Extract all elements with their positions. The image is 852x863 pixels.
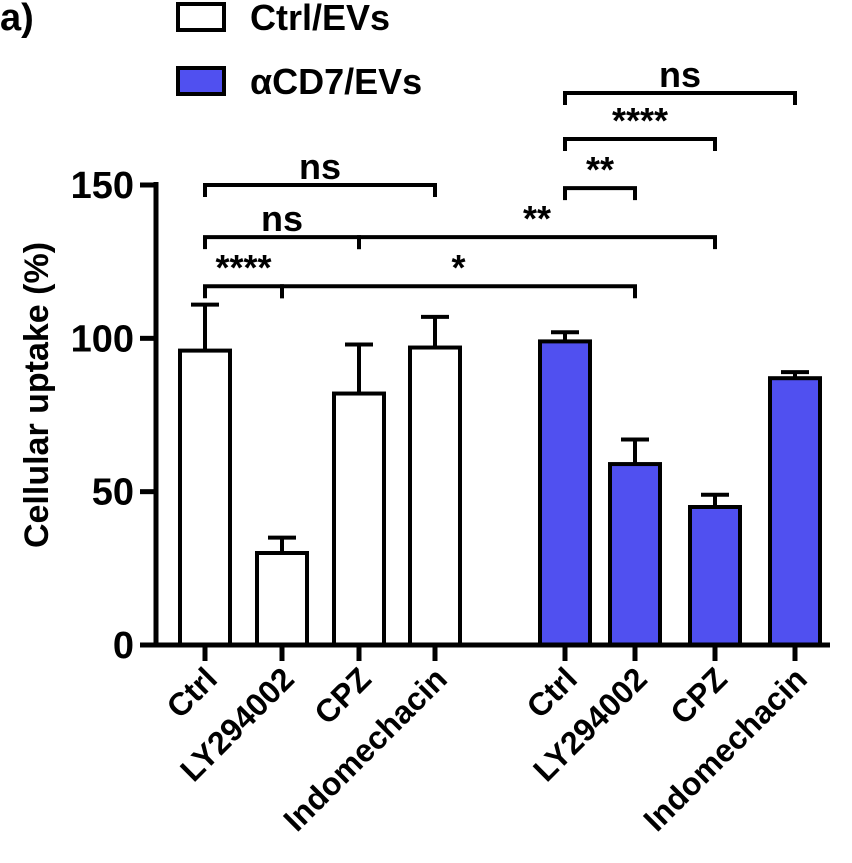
error-bar [191, 302, 219, 351]
bar-acd7-evs-ly294002 [608, 462, 662, 648]
y-axis-label: Cellular uptake (%) [18, 242, 56, 548]
significance-label: ns [299, 146, 341, 187]
y-tick-label: 150 [71, 165, 134, 207]
y-axis: 0 50 100 150 [71, 165, 159, 667]
error-bar [268, 535, 296, 553]
bar-ctrl-evs-cpz [332, 391, 386, 647]
significance-brackets: **** *ns **ns ******ns [203, 54, 797, 299]
y-tick-label: 100 [71, 318, 134, 360]
error-bar [781, 370, 809, 379]
bar-ctrl-evs-ctrl [178, 348, 232, 647]
bar-acd7-evs-cpz [688, 505, 742, 647]
legend-label: αCD7/EVs [250, 61, 422, 102]
significance-bracket [563, 137, 717, 151]
error-bar [621, 437, 649, 465]
error-bar [421, 314, 449, 348]
error-bar [701, 492, 729, 507]
significance-label: * [451, 247, 465, 288]
significance-bracket [563, 186, 637, 201]
legend-label: Ctrl/EVs [250, 0, 390, 38]
bars [178, 339, 822, 648]
significance-bracket [280, 284, 637, 299]
y-tick-label: 50 [92, 472, 134, 514]
x-tick-label: CPZ [663, 660, 734, 731]
panel-label: a) [0, 0, 34, 39]
significance-bracket [357, 235, 717, 250]
significance-label: ** [523, 198, 551, 239]
bar-acd7-evs-indomechacin [768, 376, 822, 647]
significance-label: **** [215, 247, 271, 288]
error-bar [345, 342, 373, 394]
bar-ctrl-evs-indomechacin [408, 345, 462, 647]
significance-label: **** [612, 100, 668, 141]
x-tick-label: Ctrl [160, 660, 224, 724]
y-tick-label: 0 [113, 625, 134, 667]
significance-label: ns [261, 198, 303, 239]
error-bar [551, 330, 579, 342]
legend-swatch [176, 66, 226, 96]
bar-acd7-evs-ctrl [538, 339, 592, 647]
error-bars [191, 302, 809, 553]
bar-ctrl-evs-ly294002 [255, 551, 309, 647]
significance-label: ns [659, 54, 701, 95]
significance-bracket [563, 91, 797, 105]
legend: Ctrl/EVs αCD7/EVs [176, 0, 422, 102]
significance-bracket [203, 183, 437, 197]
significance-label: ** [586, 149, 614, 190]
legend-swatch [176, 2, 226, 32]
